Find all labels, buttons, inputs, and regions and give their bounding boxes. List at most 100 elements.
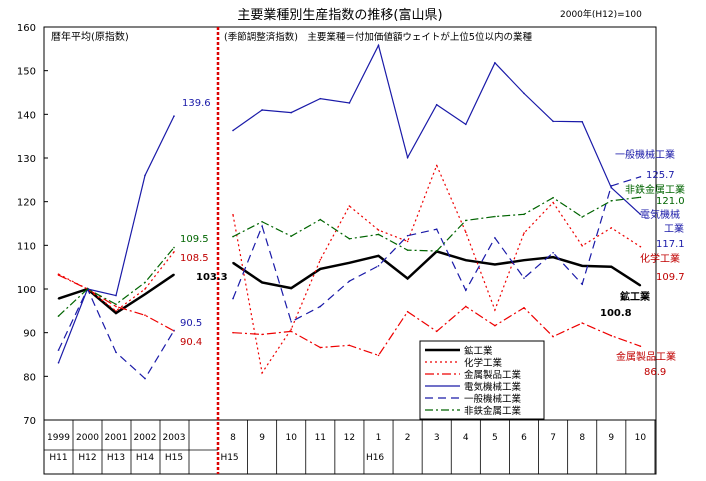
plot-border xyxy=(43,26,657,475)
data-point xyxy=(494,215,496,218)
data-point xyxy=(144,377,146,380)
data-point xyxy=(406,310,409,313)
data-point xyxy=(552,196,554,199)
series-name-label-line: 工業 xyxy=(664,222,684,235)
monthly-end-value: 86.9 xyxy=(644,367,666,378)
data-point xyxy=(173,251,175,253)
data-point xyxy=(523,92,525,95)
data-point xyxy=(173,246,175,249)
monthly-end-value: 117.1 xyxy=(656,239,685,250)
data-point xyxy=(494,263,496,266)
data-point xyxy=(639,284,642,287)
y-tick-label: 80 xyxy=(23,372,36,383)
data-point xyxy=(348,205,351,207)
annual-end-value: 109.5 xyxy=(180,234,209,245)
data-point xyxy=(144,174,146,177)
x-tick-label: 1 xyxy=(376,433,382,443)
data-point xyxy=(639,175,642,178)
era-label: H14 xyxy=(136,453,154,463)
series-layer xyxy=(57,43,642,380)
base-note: 2000年(H12)=100 xyxy=(560,8,642,20)
data-point xyxy=(406,156,409,159)
x-tick-label: 6 xyxy=(521,433,527,443)
data-point xyxy=(115,294,117,297)
series-line-annual xyxy=(58,247,175,317)
y-axis: 70 80 90 100 110 120 130 140 150 160 xyxy=(17,23,48,427)
annual-end-value: 90.5 xyxy=(180,318,202,329)
legend-label: 一般機械工業 xyxy=(464,393,522,405)
x-tick-label: 1999 xyxy=(47,433,70,443)
data-point xyxy=(261,372,263,374)
data-point xyxy=(319,346,322,349)
data-point xyxy=(86,288,89,290)
data-point xyxy=(115,312,117,314)
series-line-annual xyxy=(58,274,175,332)
data-point xyxy=(57,274,60,276)
data-point xyxy=(494,324,496,327)
data-point xyxy=(435,103,438,106)
data-point xyxy=(523,232,525,234)
x-tick-label: 8 xyxy=(579,433,585,443)
data-point xyxy=(639,345,642,348)
data-point xyxy=(173,273,175,276)
data-point xyxy=(57,297,60,300)
annual-end-value: 108.5 xyxy=(180,253,209,264)
x-tick-label: 9 xyxy=(259,433,265,443)
data-point xyxy=(435,164,438,167)
x-tick-label: 10 xyxy=(635,433,647,443)
data-point xyxy=(319,268,322,270)
data-point xyxy=(377,233,380,236)
data-point xyxy=(523,277,525,279)
data-point xyxy=(57,349,60,351)
data-point xyxy=(290,287,293,289)
series-line-annual xyxy=(58,251,175,312)
monthly-end-value: 121.0 xyxy=(656,196,685,207)
data-point xyxy=(290,320,293,323)
data-point xyxy=(115,310,117,312)
y-tick-label: 110 xyxy=(17,241,36,252)
series-line-annual xyxy=(57,287,175,380)
era-label: H11 xyxy=(49,453,67,463)
monthly-end-value: 109.7 xyxy=(656,272,685,283)
data-point xyxy=(552,251,554,254)
data-point xyxy=(610,185,613,187)
data-point xyxy=(57,315,60,317)
data-point xyxy=(465,123,467,126)
x-tick-label: 2 xyxy=(405,433,411,443)
legend-label: 電気機械工業 xyxy=(464,381,522,393)
x-tick-label: 8 xyxy=(230,433,236,443)
data-point xyxy=(465,231,467,234)
y-tick-label: 130 xyxy=(17,154,36,165)
series-line-annual xyxy=(57,115,175,364)
data-point xyxy=(581,120,583,123)
data-point xyxy=(435,250,438,252)
data-point xyxy=(465,259,467,261)
x-tick-label: 2000 xyxy=(76,433,99,443)
data-point xyxy=(377,229,380,231)
data-point xyxy=(406,277,409,280)
data-point xyxy=(261,333,263,336)
data-point xyxy=(261,220,263,223)
y-tick-label: 150 xyxy=(17,67,36,78)
data-point xyxy=(377,255,380,257)
data-point xyxy=(581,244,583,247)
x-tick-label: 11 xyxy=(315,433,326,443)
series-name-label-line: 電気機械 xyxy=(640,208,680,221)
data-point xyxy=(552,120,554,123)
series-line-monthly xyxy=(232,196,641,252)
y-tick-label: 100 xyxy=(17,285,36,296)
data-point xyxy=(465,289,467,292)
data-point xyxy=(319,218,322,221)
legend-label: 化学工業 xyxy=(464,357,503,369)
data-point xyxy=(261,225,263,227)
monthly-end-value: 100.8 xyxy=(600,308,632,319)
y-tick-label: 120 xyxy=(17,198,36,209)
data-point xyxy=(319,305,322,308)
series-line-monthly xyxy=(232,176,641,323)
y-tick-label: 90 xyxy=(23,329,36,340)
data-point xyxy=(552,335,554,338)
data-point xyxy=(552,201,554,204)
data-point xyxy=(144,288,146,290)
data-point xyxy=(494,62,496,64)
